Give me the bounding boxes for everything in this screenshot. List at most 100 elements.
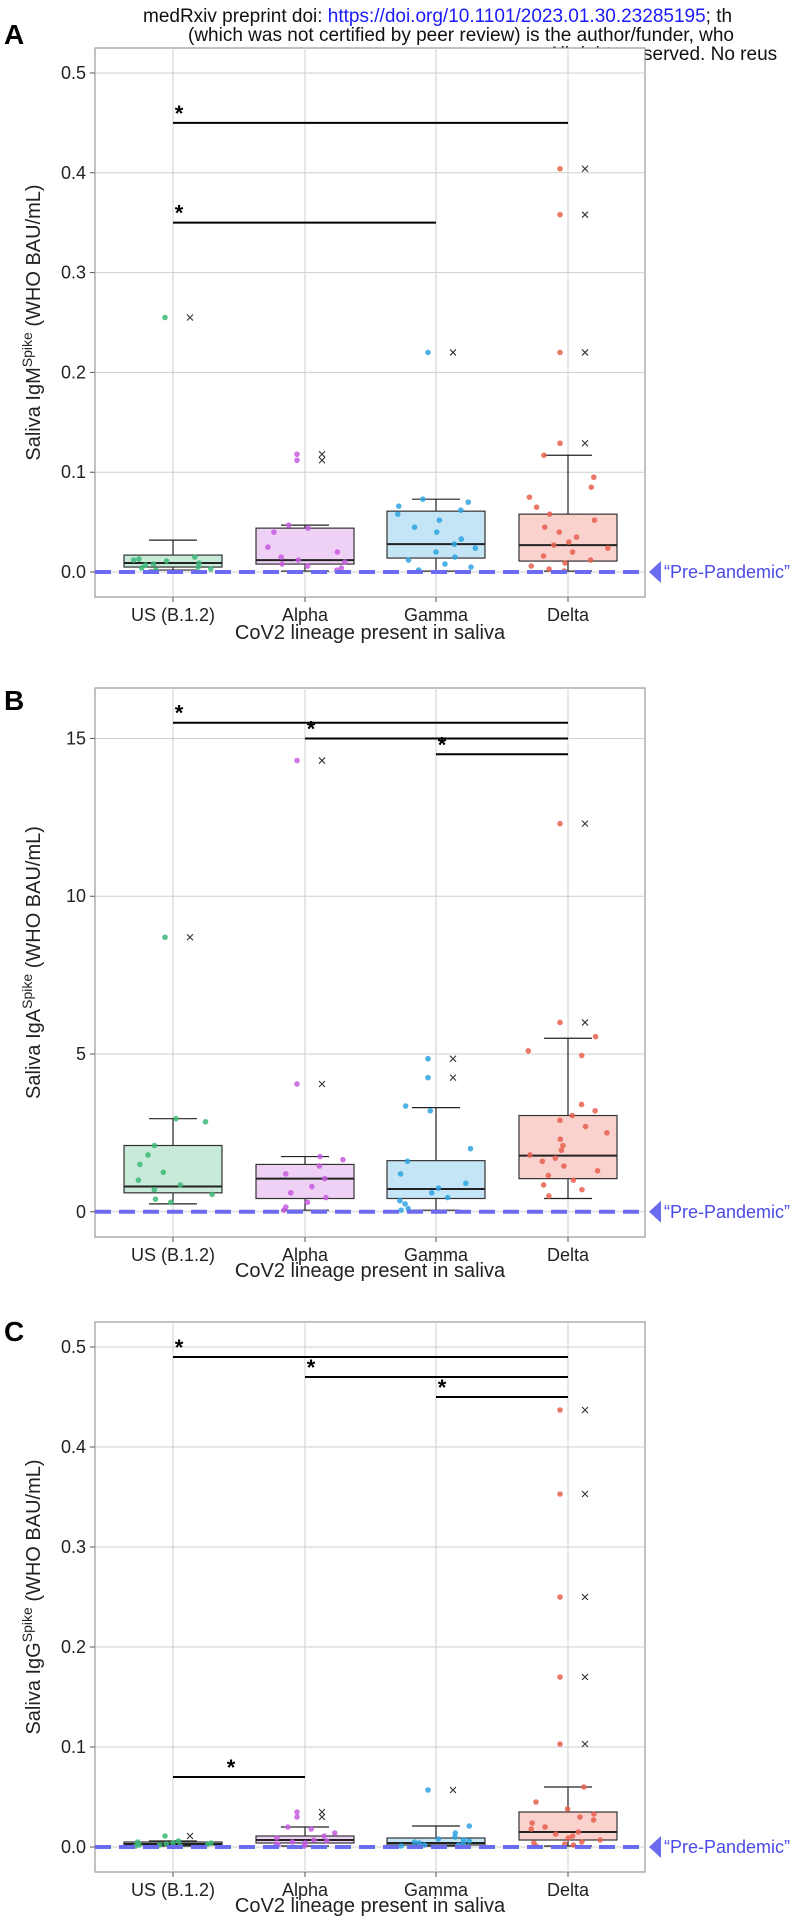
data-point [281, 1207, 287, 1213]
x-tick-label: US (B.1.2) [131, 1245, 215, 1265]
data-point [557, 1136, 564, 1142]
data-point [421, 1842, 428, 1848]
box-body [518, 1114, 618, 1180]
doi-link[interactable]: https://doi.org/10.1101/2023.01.30.23285… [327, 6, 706, 27]
data-point [557, 1019, 563, 1026]
prepandemic-marker-icon [649, 1200, 661, 1223]
data-point [557, 1674, 563, 1680]
outlier-mark [581, 1593, 589, 1601]
prepandemic-label: “Pre-Pandemic” [664, 1837, 790, 1857]
data-point [565, 1835, 571, 1841]
y-axis-label-main: Saliva IgM [23, 367, 45, 460]
data-point [162, 1833, 168, 1839]
data-point [557, 349, 563, 356]
data-point [527, 1152, 533, 1158]
outlier-mark [318, 450, 326, 458]
data-point [560, 1142, 566, 1149]
y-tick-label: 0.3 [61, 263, 86, 283]
data-point [294, 457, 300, 464]
data-point [428, 1190, 435, 1196]
x-axis-label: CoV2 lineage present in saliva [235, 1895, 506, 1917]
data-point [546, 511, 553, 517]
x-tick-label: Delta [547, 1880, 590, 1900]
data-point [395, 511, 401, 517]
data-point [451, 541, 458, 547]
data-point [542, 1824, 548, 1830]
y-tick-label: 0.4 [61, 1437, 86, 1457]
data-point [540, 553, 547, 559]
data-point [402, 1201, 408, 1207]
significance-star: * [307, 1355, 316, 1380]
data-point [273, 1835, 280, 1841]
data-point [452, 554, 458, 560]
data-point [167, 1199, 174, 1206]
data-point [323, 1194, 329, 1201]
data-point [452, 1834, 458, 1840]
data-point [150, 561, 157, 567]
data-point [294, 1814, 300, 1820]
data-point [331, 1830, 338, 1836]
data-point [425, 1787, 431, 1793]
panel-letter: A [4, 19, 24, 50]
preprint-header: medRxiv preprint doi: https://doi.org/10… [0, 0, 801, 60]
data-point [308, 1826, 314, 1832]
data-point [557, 1594, 563, 1600]
data-point [309, 1183, 315, 1190]
box-us-b-1-2 [123, 1118, 223, 1205]
y-axis-label: Saliva IgGSpike (WHO BAU/mL) [19, 1459, 45, 1734]
data-point [265, 544, 271, 550]
significance-star: * [175, 201, 184, 226]
data-point [458, 507, 464, 513]
data-point [425, 1074, 431, 1081]
data-point [411, 524, 418, 530]
data-point [540, 1182, 547, 1188]
data-point [151, 1142, 158, 1149]
data-point [529, 1820, 535, 1826]
data-point [402, 1103, 409, 1109]
data-point [542, 524, 548, 530]
data-point [573, 534, 580, 540]
x-axis-label: CoV2 lineage present in saliva [235, 1260, 506, 1282]
outlier-mark [449, 1055, 457, 1063]
data-point [285, 522, 292, 528]
y-axis-label-unit: (WHO BAU/mL) [23, 1459, 45, 1607]
data-point [539, 1158, 546, 1165]
y-axis-label-main: Saliva IgG [23, 1642, 45, 1734]
y-axis-label: Saliva IgASpike (WHO BAU/mL) [19, 826, 45, 1099]
data-point [566, 539, 572, 545]
y-tick-label: 0.1 [61, 462, 86, 482]
data-point [562, 560, 568, 566]
y-tick-label: 0.2 [61, 1637, 86, 1657]
data-point [177, 1182, 184, 1188]
box-alpha [255, 524, 355, 572]
data-point [282, 1171, 289, 1177]
data-point [557, 820, 563, 827]
data-point [550, 542, 557, 548]
data-point [528, 563, 535, 569]
data-point [558, 1147, 565, 1154]
significance-star: * [175, 101, 184, 126]
header-line-2: (which was not certified by peer review)… [188, 25, 734, 46]
outlier-mark [581, 1490, 589, 1498]
y-axis-label-unit: (WHO BAU/mL) [23, 826, 45, 974]
data-point [202, 1119, 209, 1125]
data-point [137, 1161, 143, 1168]
outlier-mark [581, 211, 589, 219]
data-point [295, 557, 302, 563]
data-point [546, 566, 552, 572]
data-point [397, 1197, 403, 1204]
data-point [552, 1831, 559, 1837]
y-axis-label: Saliva IgMSpike (WHO BAU/mL) [19, 184, 45, 460]
outlier-mark [581, 1019, 589, 1026]
data-point [397, 1171, 404, 1177]
data-point [136, 556, 142, 562]
data-point [557, 440, 563, 447]
header-line-1-suffix: ; th [705, 6, 733, 27]
prepandemic-marker-icon [649, 1836, 661, 1858]
panel-c: 0.0 0.1 0.2 0.3 0.4 0.5 “Pre-Pandemic” * * * * US (… [4, 1316, 790, 1917]
data-point [578, 1101, 585, 1108]
significance-star: * [438, 1375, 447, 1400]
data-point [570, 1177, 577, 1184]
outlier-mark [581, 165, 589, 173]
data-point [466, 1823, 473, 1829]
